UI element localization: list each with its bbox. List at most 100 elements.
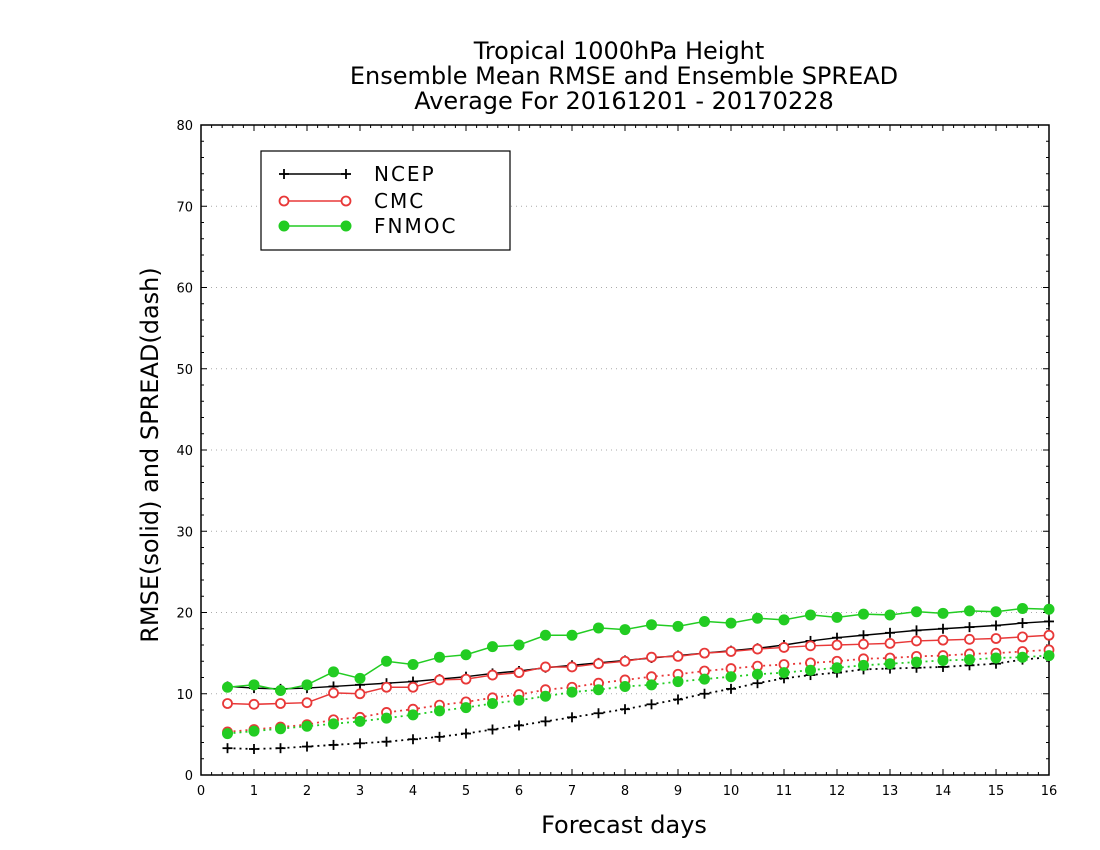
ncep-rmse-point [885, 627, 895, 638]
fnmoc-rmse-point [301, 679, 313, 691]
x-tick-label: 8 [621, 784, 629, 799]
fnmoc-rmse-point [407, 659, 419, 670]
fnmoc-spread-point [646, 679, 657, 691]
cmc-rmse-point [805, 640, 816, 652]
cmc-rmse-point [1043, 629, 1055, 641]
fnmoc-spread-point [858, 659, 869, 671]
ncep-rmse-point [911, 625, 922, 636]
fnmoc-spread-point [831, 662, 843, 674]
cmc-rmse-point [248, 698, 260, 710]
fnmoc-spread-point [778, 667, 790, 679]
fnmoc-spread-point [1017, 651, 1028, 663]
y-tick-label: 70 [176, 200, 193, 215]
ncep-spread-point [408, 734, 418, 745]
fnmoc-spread-point [593, 684, 604, 696]
y-tick-label: 20 [176, 607, 193, 622]
fnmoc-spread-point [1043, 650, 1055, 662]
y-tick-label: 40 [176, 444, 193, 459]
x-tick-label: 4 [409, 784, 417, 799]
legend-label-ncep: NCEP [374, 162, 436, 186]
fnmoc-rmse-point [619, 624, 631, 636]
legend-marker-left [279, 169, 289, 179]
ncep-spread-point [752, 678, 763, 689]
cmc-rmse-point [487, 669, 498, 681]
fnmoc-spread-point [248, 725, 260, 737]
fnmoc-rmse-point [1017, 602, 1028, 614]
cmc-rmse-point [460, 673, 472, 685]
fnmoc-spread-point [566, 686, 578, 698]
cmc-rmse-point [619, 655, 631, 667]
y-tick-label: 50 [176, 363, 193, 378]
ncep-spread-point [222, 743, 233, 754]
ncep-spread-point [487, 724, 498, 735]
ncep-spread-point [355, 738, 365, 749]
cmc-rmse-point [407, 681, 419, 693]
fnmoc-spread-point [328, 718, 339, 730]
x-tick-label: 9 [674, 784, 682, 799]
cmc-rmse-point [593, 658, 604, 670]
fnmoc-rmse-point [805, 609, 816, 621]
x-tick-label: 2 [303, 784, 311, 799]
x-tick-label: 7 [568, 784, 576, 799]
legend-marker-right [340, 220, 352, 232]
y-tick-label: 60 [176, 282, 193, 297]
fnmoc-rmse-point [381, 655, 392, 667]
ncep-spread-point [381, 736, 392, 747]
fnmoc-spread-point [222, 728, 233, 740]
fnmoc-rmse-point [354, 672, 366, 684]
x-tick-label: 12 [829, 784, 846, 799]
cmc-rmse-point [911, 635, 922, 647]
x-tick-label: 0 [197, 784, 205, 799]
fnmoc-rmse-point [672, 620, 684, 632]
ncep-spread-point [567, 712, 577, 723]
cmc-rmse-point [566, 661, 578, 673]
fnmoc-spread-point [805, 664, 816, 676]
chart-title-line-1: Tropical 1000hPa Height [473, 37, 765, 65]
fnmoc-spread-point [752, 668, 763, 680]
cmc-rmse-point [328, 687, 339, 699]
fnmoc-spread-point [460, 702, 472, 714]
fnmoc-spread-point [301, 720, 313, 732]
legend-entry-cmc: CMC [278, 189, 423, 213]
fnmoc-spread-point [937, 654, 949, 666]
cmc-rmse-point [990, 633, 1002, 644]
legend-entry-ncep: NCEP [279, 162, 436, 186]
cmc-rmse-point [222, 698, 233, 709]
fnmoc-spread-point [672, 676, 684, 688]
fnmoc-spread-point [884, 658, 896, 670]
ncep-spread-point [434, 731, 445, 742]
fnmoc-rmse-point [778, 614, 790, 626]
fnmoc-spread-point [487, 698, 498, 709]
cmc-spread-line [227, 648, 1050, 733]
cmc-rmse-point [964, 633, 975, 645]
chart-title-line-2: Ensemble Mean RMSE and Ensemble SPREAD [350, 62, 898, 90]
cmc-rmse-point [275, 698, 286, 709]
ncep-rmse-point [1044, 616, 1054, 627]
gridlines [201, 205, 1049, 695]
fnmoc-rmse-point [460, 649, 472, 661]
legend-marker-right [340, 195, 352, 207]
cmc-rmse-point [858, 638, 869, 650]
fnmoc-spread-point [275, 723, 286, 735]
ncep-spread-point [593, 708, 604, 719]
fnmoc-spread-point [354, 715, 366, 727]
fnmoc-rmse-point [540, 629, 551, 641]
fnmoc-rmse-point [884, 609, 896, 621]
y-tick-label: 80 [176, 119, 193, 134]
x-tick-label: 15 [988, 784, 1005, 799]
x-tick-label: 13 [882, 784, 899, 799]
ncep-spread-point [646, 699, 657, 710]
fnmoc-spread-line [227, 654, 1050, 735]
fnmoc-rmse-point [566, 629, 578, 641]
fnmoc-spread-point [540, 690, 551, 702]
cmc-rmse-point [540, 661, 551, 673]
legend-marker-left [278, 195, 290, 207]
chart-title-line-3: Average For 20161201 - 20170228 [414, 87, 834, 115]
cmc-rmse-point [699, 647, 710, 659]
fnmoc-rmse-point [911, 606, 922, 618]
x-tick-label: 10 [723, 784, 740, 799]
ncep-spread-point [302, 741, 312, 752]
y-tick-label: 0 [185, 769, 193, 784]
